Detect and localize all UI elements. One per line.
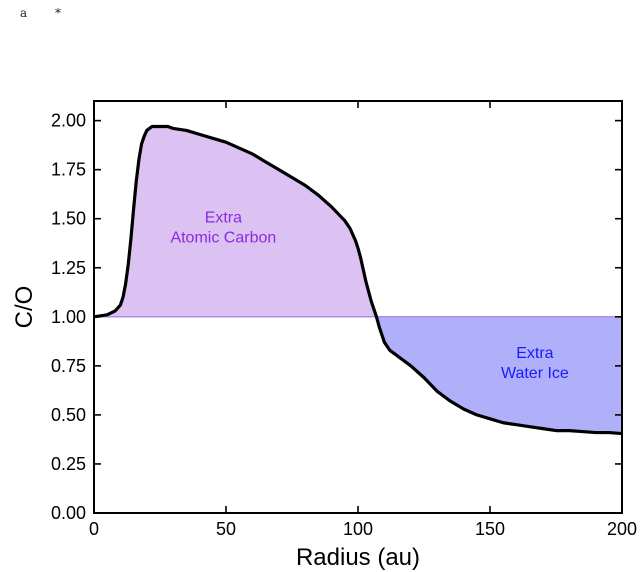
y-tick-label: 0.25	[51, 454, 86, 474]
x-tick-label: 0	[89, 519, 99, 539]
y-axis-ticks: 0.00 0.25 0.50 0.75 1.00 1.25 1.50 1.75 2.00	[51, 111, 622, 523]
y-tick-label: 0.75	[51, 356, 86, 376]
annotation-text: Water Ice	[501, 365, 569, 382]
fill-extra-water-ice	[94, 316, 622, 434]
annotation-text: Extra	[205, 210, 242, 227]
fill-extra-atomic-carbon	[94, 126, 622, 317]
y-tick-label: 2.00	[51, 111, 86, 131]
y-tick-label: 1.00	[51, 307, 86, 327]
annotations: Extra Atomic Carbon Extra Water Ice	[170, 210, 568, 382]
y-tick-label: 0.50	[51, 405, 86, 425]
co-ratio-curve	[93, 124, 623, 436]
x-tick-label: 100	[343, 519, 373, 539]
y-axis-label: C/O	[11, 286, 38, 329]
x-tick-label: 50	[216, 519, 236, 539]
y-tick-label: 1.50	[51, 209, 86, 229]
x-axis-label: Radius (au)	[296, 544, 420, 571]
x-tick-label: 200	[607, 519, 637, 539]
annotation-text: Extra	[516, 345, 553, 362]
y-tick-label: 1.75	[51, 160, 86, 180]
y-tick-label: 1.25	[51, 258, 86, 278]
chart-fills	[94, 126, 622, 434]
x-tick-label: 150	[475, 519, 505, 539]
x-axis-ticks: 0 50 100 150 200	[89, 101, 637, 539]
annotation-text: Atomic Carbon	[170, 230, 276, 247]
panel-label: a	[20, 6, 28, 20]
y-tick-label: 0.00	[51, 503, 86, 523]
panel-marker: *	[55, 6, 61, 20]
